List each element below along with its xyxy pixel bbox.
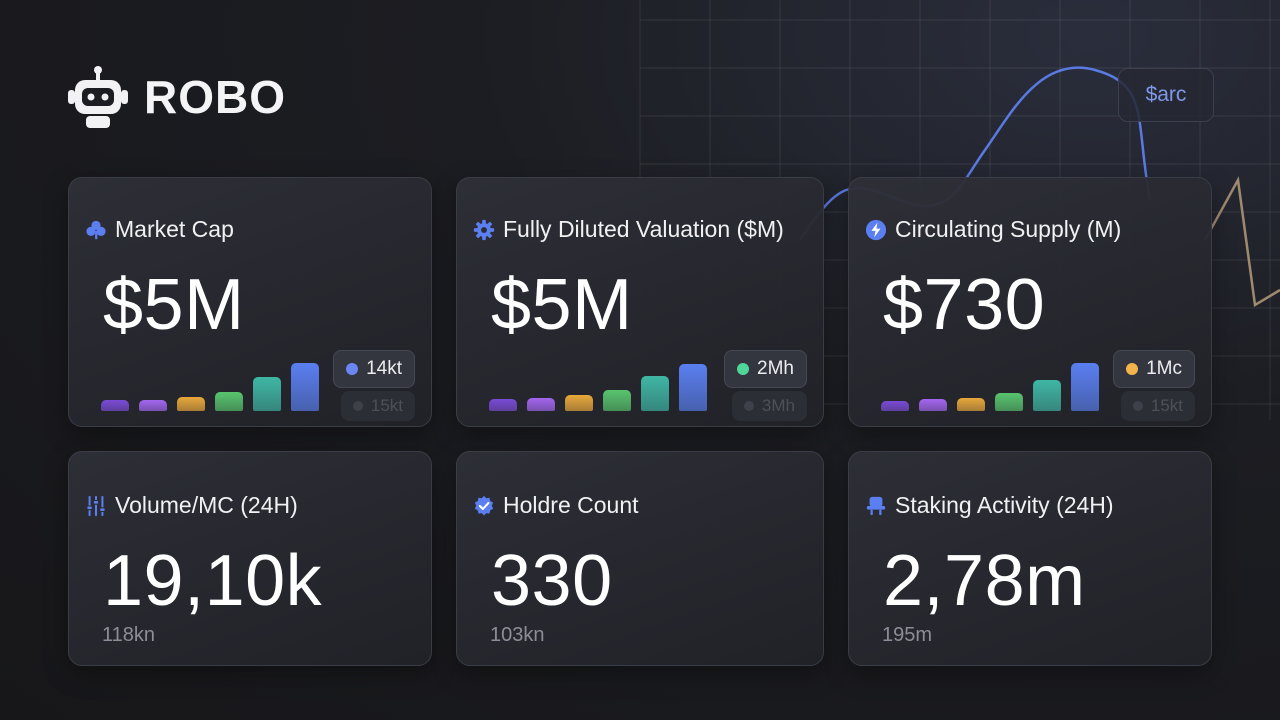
mini-bar: [139, 400, 167, 411]
card-subvalue: 195m: [882, 624, 933, 646]
mini-bar: [641, 376, 669, 411]
circulating-supply-card[interactable]: Circulating Supply (M) $730 1Mc 15kt: [848, 177, 1212, 427]
badge-dot: [346, 363, 359, 375]
market-cap-card[interactable]: Market Cap $5M 14kt 15kt: [68, 177, 432, 427]
badge-label: 14kt: [366, 358, 402, 379]
clover-icon: [86, 220, 106, 239]
faded-badge-label: 15kt: [1150, 396, 1183, 415]
card-value: $730: [883, 265, 1046, 345]
mini-bar-chart: [489, 364, 707, 411]
card-value: 2,78m: [883, 541, 1086, 621]
card-subvalue: 118kn: [102, 624, 156, 646]
mini-bar: [995, 393, 1023, 411]
card-value: $5M: [491, 265, 633, 345]
faded-badge-label: 15kt: [370, 396, 403, 415]
card-value: 19,10k: [103, 541, 323, 621]
faded-badge: 15kt: [1120, 391, 1195, 421]
sliders-icon: [86, 495, 106, 516]
mini-bar: [1071, 363, 1099, 411]
faded-badge: 15kt: [340, 391, 415, 421]
card-subvalue: 103kn: [490, 624, 545, 646]
mini-bar: [215, 392, 243, 411]
mini-bar: [489, 399, 517, 411]
gear-icon: [473, 219, 495, 240]
mini-bar: [1033, 380, 1061, 411]
verified-badge-icon: [474, 495, 494, 515]
token-chip[interactable]: $arc: [1118, 68, 1214, 122]
card-title: Volume/MC (24H): [115, 492, 298, 518]
card-title: Staking Activity (24H): [895, 492, 1114, 518]
change-badge[interactable]: 2Mh: [724, 350, 807, 388]
volume-mc-card[interactable]: Volume/MC (24H) 19,10k 118kn: [68, 451, 432, 666]
mini-bar: [101, 400, 129, 411]
mini-bar: [919, 399, 947, 411]
mini-bar: [957, 398, 985, 411]
mini-bar-chart: [101, 363, 319, 411]
mini-bar: [291, 363, 319, 411]
badge-label: 1Mc: [1146, 358, 1182, 379]
mini-bar: [565, 395, 593, 411]
mini-bar: [527, 398, 555, 411]
robot-icon: [68, 66, 128, 128]
brand-name: ROBO: [144, 71, 286, 123]
mini-bar: [679, 364, 707, 411]
brand-logo: ROBO: [66, 64, 286, 130]
change-badge[interactable]: 14kt: [333, 350, 415, 388]
faded-badge-dot: [352, 401, 363, 411]
card-value: 330: [491, 541, 613, 621]
staking-activity-card[interactable]: Staking Activity (24H) 2,78m 195m: [848, 451, 1212, 666]
mini-bar-chart: [881, 363, 1099, 411]
faded-badge: 3Mh: [731, 391, 807, 421]
badge-dot: [737, 363, 750, 375]
badge-label: 2Mh: [757, 358, 794, 379]
card-title: Market Cap: [115, 216, 234, 242]
card-title: Holdre Count: [503, 492, 639, 518]
badge-dot: [1126, 363, 1139, 375]
card-value: $5M: [103, 265, 245, 345]
change-badge[interactable]: 1Mc: [1113, 350, 1195, 388]
fdv-card[interactable]: Fully Diluted Valuation ($M) $5M 2Mh 3Mh: [456, 177, 824, 427]
card-title: Circulating Supply (M): [895, 216, 1122, 242]
mini-bar: [603, 390, 631, 411]
faded-badge-label: 3Mh: [761, 396, 795, 415]
card-title: Fully Diluted Valuation ($M): [503, 216, 784, 242]
mini-bar: [253, 377, 281, 411]
stand-icon: [866, 496, 886, 515]
mini-bar: [881, 401, 909, 411]
mini-bar: [177, 397, 205, 411]
faded-badge-dot: [743, 401, 754, 411]
lightning-icon: [865, 219, 887, 240]
faded-badge-dot: [1132, 401, 1143, 411]
holder-count-card[interactable]: Holdre Count 330 103kn: [456, 451, 824, 666]
